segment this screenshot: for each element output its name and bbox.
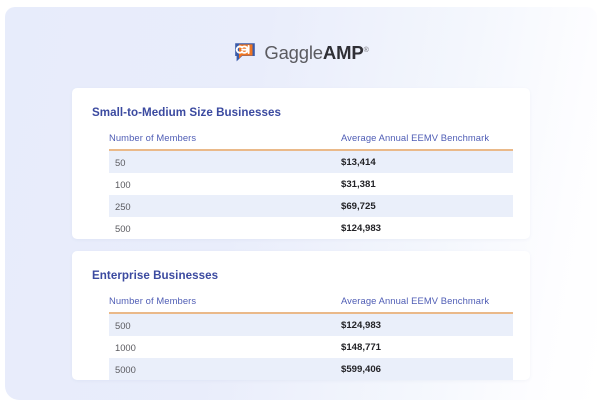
cell-benchmark: $69,725: [341, 200, 376, 212]
brand-word-gaggle: Gaggle: [264, 41, 323, 63]
brand-word-amp: AMP: [322, 41, 364, 63]
table-row: 1000 $148,771: [109, 336, 513, 358]
table-smb: Number of Members Average Annual EEMV Be…: [109, 132, 513, 239]
cell-members: 250: [115, 200, 131, 212]
cell-members: 100: [115, 178, 131, 190]
column-header-members-enterprise: Number of Members: [109, 295, 197, 306]
cell-benchmark: $124,983: [341, 319, 382, 331]
card-enterprise-businesses: Enterprise Businesses Number of Members …: [72, 251, 530, 380]
cell-benchmark: $31,381: [341, 178, 376, 190]
table-header-row-enterprise: Number of Members Average Annual EEMV Be…: [109, 295, 513, 314]
cell-members: 500: [115, 319, 131, 331]
cell-benchmark: $13,414: [341, 156, 376, 168]
card-title-enterprise: Enterprise Businesses: [92, 269, 219, 282]
card-title-smb: Small-to-Medium Size Businesses: [92, 106, 282, 119]
page-canvas: GaggleAMP® Small-to-Medium Size Business…: [5, 7, 597, 400]
column-header-benchmark-enterprise: Average Annual EEMV Benchmark: [341, 295, 490, 306]
cell-benchmark: $599,406: [341, 363, 382, 375]
brand-header: GaggleAMP®: [5, 40, 597, 64]
cell-benchmark: $124,983: [341, 222, 382, 234]
table-body-enterprise: 500 $124,983 1000 $148,771 5000 $599,406: [109, 314, 513, 380]
table-row: 5000 $599,406: [109, 358, 513, 380]
table-row: 50 $13,414: [109, 151, 513, 173]
table-row: 250 $69,725: [109, 195, 513, 217]
table-row: 500 $124,983: [109, 314, 513, 336]
table-body-smb: 50 $13,414 100 $31,381 250 $69,725 500 $…: [109, 151, 513, 239]
registered-trademark-icon: ®: [363, 46, 369, 54]
cell-members: 1000: [115, 341, 136, 353]
card-small-to-medium-businesses: Small-to-Medium Size Businesses Number o…: [72, 88, 530, 239]
cell-members: 500: [115, 222, 131, 234]
column-header-benchmark-smb: Average Annual EEMV Benchmark: [341, 132, 490, 143]
cell-benchmark: $148,771: [341, 341, 382, 353]
column-header-members-smb: Number of Members: [109, 132, 197, 143]
table-enterprise: Number of Members Average Annual EEMV Be…: [109, 295, 513, 380]
table-row: 100 $31,381: [109, 173, 513, 195]
brand-wordmark: GaggleAMP®: [264, 41, 369, 63]
table-header-row-smb: Number of Members Average Annual EEMV Be…: [109, 132, 513, 151]
cell-members: 50: [115, 156, 126, 168]
table-row: 500 $124,983: [109, 217, 513, 239]
gaggleamp-logo-icon: [233, 40, 257, 64]
cell-members: 5000: [115, 363, 136, 375]
